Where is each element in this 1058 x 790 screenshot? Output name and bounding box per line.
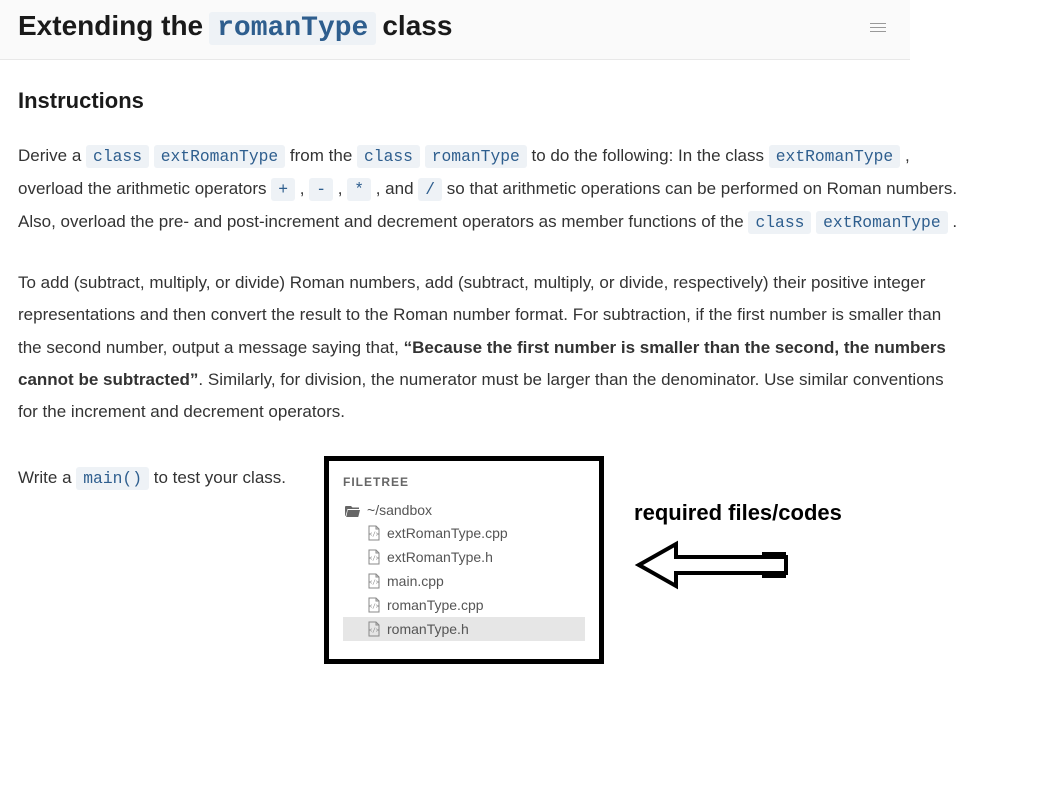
svg-text:</>: </> xyxy=(369,579,380,586)
svg-text:</>: </> xyxy=(369,627,380,634)
content-area: Instructions Derive a class extRomanType… xyxy=(0,60,980,682)
bottom-row: Write a main() to test your class. FILET… xyxy=(18,456,962,664)
code-minus: - xyxy=(309,178,333,201)
arrow-left-icon xyxy=(634,534,794,604)
folder-open-icon xyxy=(345,504,361,517)
code-class-1: class xyxy=(86,145,149,168)
code-class-2: class xyxy=(357,145,420,168)
code-slash: / xyxy=(418,178,442,201)
paragraph-2: To add (subtract, multiply, or divide) R… xyxy=(18,267,962,428)
code-main: main() xyxy=(76,467,149,490)
file-row-selected[interactable]: </> romanType.h xyxy=(343,617,585,641)
filetree-panel: FILETREE ~/sandbox </> extRomanType.cpp … xyxy=(324,456,604,664)
folder-label: ~/sandbox xyxy=(367,502,432,518)
svg-text:</>: </> xyxy=(369,531,380,538)
code-extromantype-1: extRomanType xyxy=(154,145,285,168)
code-file-icon: </> xyxy=(367,597,381,613)
code-file-icon: </> xyxy=(367,549,381,565)
file-row[interactable]: </> extRomanType.h xyxy=(343,545,585,569)
code-romantype: romanType xyxy=(425,145,527,168)
header-bar: Extending the romanType class xyxy=(0,0,910,60)
file-label: extRomanType.cpp xyxy=(387,525,508,541)
file-row[interactable]: </> extRomanType.cpp xyxy=(343,521,585,545)
annotation-label: required files/codes xyxy=(634,500,842,526)
page-title: Extending the romanType class xyxy=(18,10,452,45)
code-file-icon: </> xyxy=(367,621,381,637)
folder-row[interactable]: ~/sandbox xyxy=(343,499,585,521)
code-extromantype-3: extRomanType xyxy=(816,211,947,234)
file-row[interactable]: </> main.cpp xyxy=(343,569,585,593)
file-label: romanType.h xyxy=(387,621,469,637)
file-label: extRomanType.h xyxy=(387,549,493,565)
paragraph-1: Derive a class extRomanType from the cla… xyxy=(18,140,962,239)
code-file-icon: </> xyxy=(367,573,381,589)
code-extromantype-2: extRomanType xyxy=(769,145,900,168)
file-label: romanType.cpp xyxy=(387,597,484,613)
paragraph-3: Write a main() to test your class. xyxy=(18,456,286,495)
menu-icon[interactable] xyxy=(864,17,892,38)
instructions-heading: Instructions xyxy=(18,88,962,114)
annotation: required files/codes xyxy=(634,456,842,609)
file-row[interactable]: </> romanType.cpp xyxy=(343,593,585,617)
code-class-3: class xyxy=(748,211,811,234)
file-label: main.cpp xyxy=(387,573,444,589)
svg-text:</>: </> xyxy=(369,603,380,610)
code-plus: + xyxy=(271,178,295,201)
filetree-heading: FILETREE xyxy=(343,475,585,489)
svg-text:</>: </> xyxy=(369,555,380,562)
code-star: * xyxy=(347,178,371,201)
title-prefix: Extending the xyxy=(18,10,203,42)
title-code: romanType xyxy=(209,12,376,45)
code-file-icon: </> xyxy=(367,525,381,541)
title-suffix: class xyxy=(382,10,452,42)
